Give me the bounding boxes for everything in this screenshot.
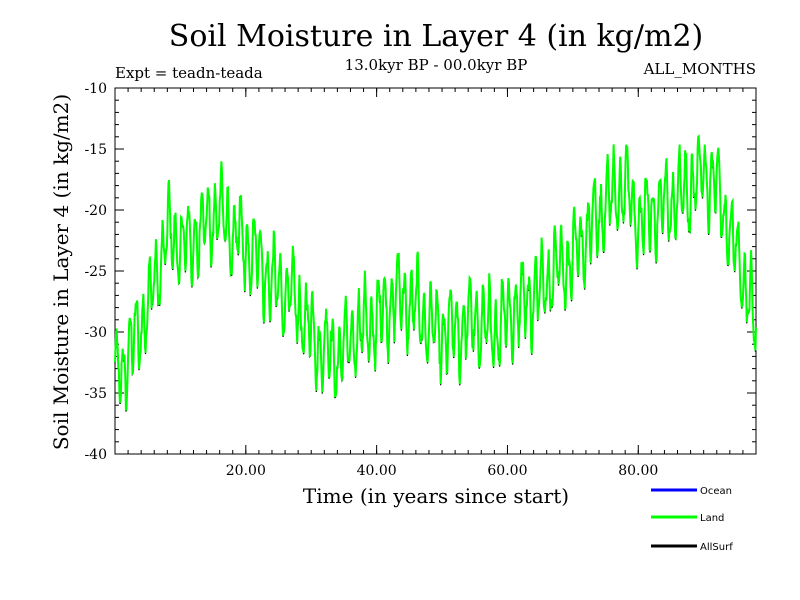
- legend-label-allsurf: AllSurf: [700, 542, 733, 553]
- y-axis-label: Soil Moisture in Layer 4 (in kg/m2): [49, 94, 73, 450]
- y-tick-label: -40: [84, 447, 107, 463]
- x-axis-label: Time (in years since start): [303, 484, 569, 508]
- x-tick-label: 20.00: [226, 463, 266, 479]
- chart-title: Soil Moisture in Layer 4 (in kg/m2): [169, 19, 703, 54]
- series-line-land: [114, 134, 757, 411]
- minor-ticks: [114, 87, 757, 455]
- x-tick-label: 60.00: [487, 463, 527, 479]
- series-group: [114, 134, 757, 412]
- y-tick-label: -25: [84, 264, 107, 280]
- y-tick-label: -10: [84, 81, 107, 97]
- x-tick-label: 80.00: [618, 463, 658, 479]
- legend: Ocean Land AllSurf: [651, 486, 733, 553]
- x-axis-ticks: 20.00 40.00 60.00 80.00: [226, 88, 658, 479]
- series-line-allsurf: [114, 136, 757, 412]
- y-tick-label: -20: [84, 203, 107, 219]
- x-tick-label: 40.00: [357, 463, 397, 479]
- y-tick-label: -30: [84, 325, 107, 341]
- experiment-label: Expt = teadn-teada: [115, 64, 263, 82]
- y-tick-label: -35: [84, 386, 107, 402]
- legend-label-ocean: Ocean: [700, 486, 732, 497]
- y-tick-label: -15: [84, 142, 107, 158]
- chart-subtitle: 13.0kyr BP - 00.0kyr BP: [345, 56, 528, 74]
- months-label: ALL_MONTHS: [643, 60, 756, 78]
- plot-frame: [114, 87, 757, 455]
- legend-label-land: Land: [700, 513, 724, 524]
